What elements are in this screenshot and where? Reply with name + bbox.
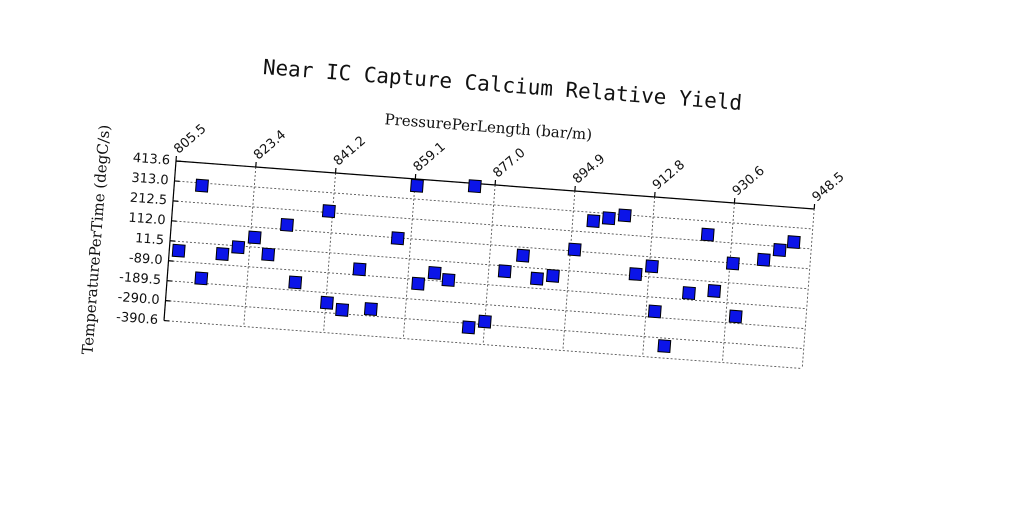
data-point <box>601 211 616 226</box>
data-point <box>261 247 276 262</box>
data-point <box>171 243 186 258</box>
data-point <box>617 208 632 223</box>
data-point <box>215 247 230 261</box>
data-point <box>567 242 582 257</box>
y-tick-label: -89.0 <box>128 251 163 268</box>
y-gridline <box>163 320 803 369</box>
data-point <box>411 276 426 291</box>
x-axis-label: PressurePerLength (bar/m) <box>384 110 593 144</box>
y-tick-label: -290.0 <box>117 290 160 308</box>
y-gridline <box>166 280 806 330</box>
data-point <box>467 179 482 194</box>
x-tick-label: 823.4 <box>251 128 289 164</box>
x-gridline <box>801 208 815 369</box>
y-gridline <box>174 180 813 230</box>
data-point <box>477 314 492 329</box>
y-gridline <box>171 220 810 270</box>
data-point <box>707 284 722 298</box>
data-point <box>545 268 560 283</box>
data-point <box>280 217 294 232</box>
data-point <box>461 320 476 335</box>
y-gridline <box>169 240 809 290</box>
data-point <box>756 252 771 267</box>
data-point <box>319 295 334 310</box>
data-point <box>231 240 246 255</box>
y-tick-label: 11.5 <box>135 231 165 248</box>
data-point <box>335 302 350 317</box>
y-tick-label: 313.0 <box>131 171 169 189</box>
data-point <box>363 302 378 317</box>
data-point <box>628 267 643 282</box>
x-tick-label: 912.8 <box>650 158 688 194</box>
x-axis-line <box>175 160 815 210</box>
data-point <box>497 264 512 279</box>
y-axis-line <box>163 160 177 321</box>
y-axis-label: TemperaturePerTime (degC/s) <box>78 124 113 355</box>
y-gridline <box>172 200 812 250</box>
data-point <box>681 286 696 301</box>
x-tick-label: 841.2 <box>331 134 369 170</box>
data-point <box>644 259 659 274</box>
y-gridline <box>168 260 807 310</box>
y-tick-label: 112.0 <box>128 211 166 229</box>
plot-area: 805.5 823.4 841.2 859.1 877.0 894.9 912.8 930.6… <box>116 122 848 369</box>
data-point <box>427 265 442 280</box>
y-tick-label: -390.6 <box>116 310 159 328</box>
x-tick-label: 877.0 <box>490 146 528 182</box>
x-tick-label: 805.5 <box>171 122 209 158</box>
x-tick-label: 948.5 <box>810 170 848 206</box>
data-point <box>194 271 209 286</box>
x-tick-label: 894.9 <box>570 152 608 188</box>
data-point <box>195 178 209 193</box>
chart-title: Near IC Capture Calcium Relative Yield <box>262 55 743 115</box>
data-point <box>728 309 743 324</box>
data-point <box>700 227 715 242</box>
x-tick-label: 930.6 <box>730 164 768 200</box>
data-point <box>586 214 601 229</box>
y-tick-label: 212.5 <box>129 191 167 209</box>
data-point <box>516 248 530 263</box>
data-point <box>530 271 544 286</box>
data-point <box>352 262 367 277</box>
data-point <box>772 243 787 257</box>
x-tick-label: 859.1 <box>411 140 449 176</box>
data-point <box>786 235 801 250</box>
data-point <box>725 256 740 271</box>
data-point <box>647 304 662 319</box>
data-point <box>288 275 303 290</box>
y-tick-label: -189.5 <box>119 270 162 288</box>
data-point <box>390 231 405 246</box>
data-point <box>409 178 424 193</box>
data-point <box>247 230 262 245</box>
data-point <box>321 204 336 219</box>
data-point <box>441 272 456 287</box>
data-point <box>657 339 672 354</box>
y-tick-label: 413.6 <box>132 151 170 169</box>
